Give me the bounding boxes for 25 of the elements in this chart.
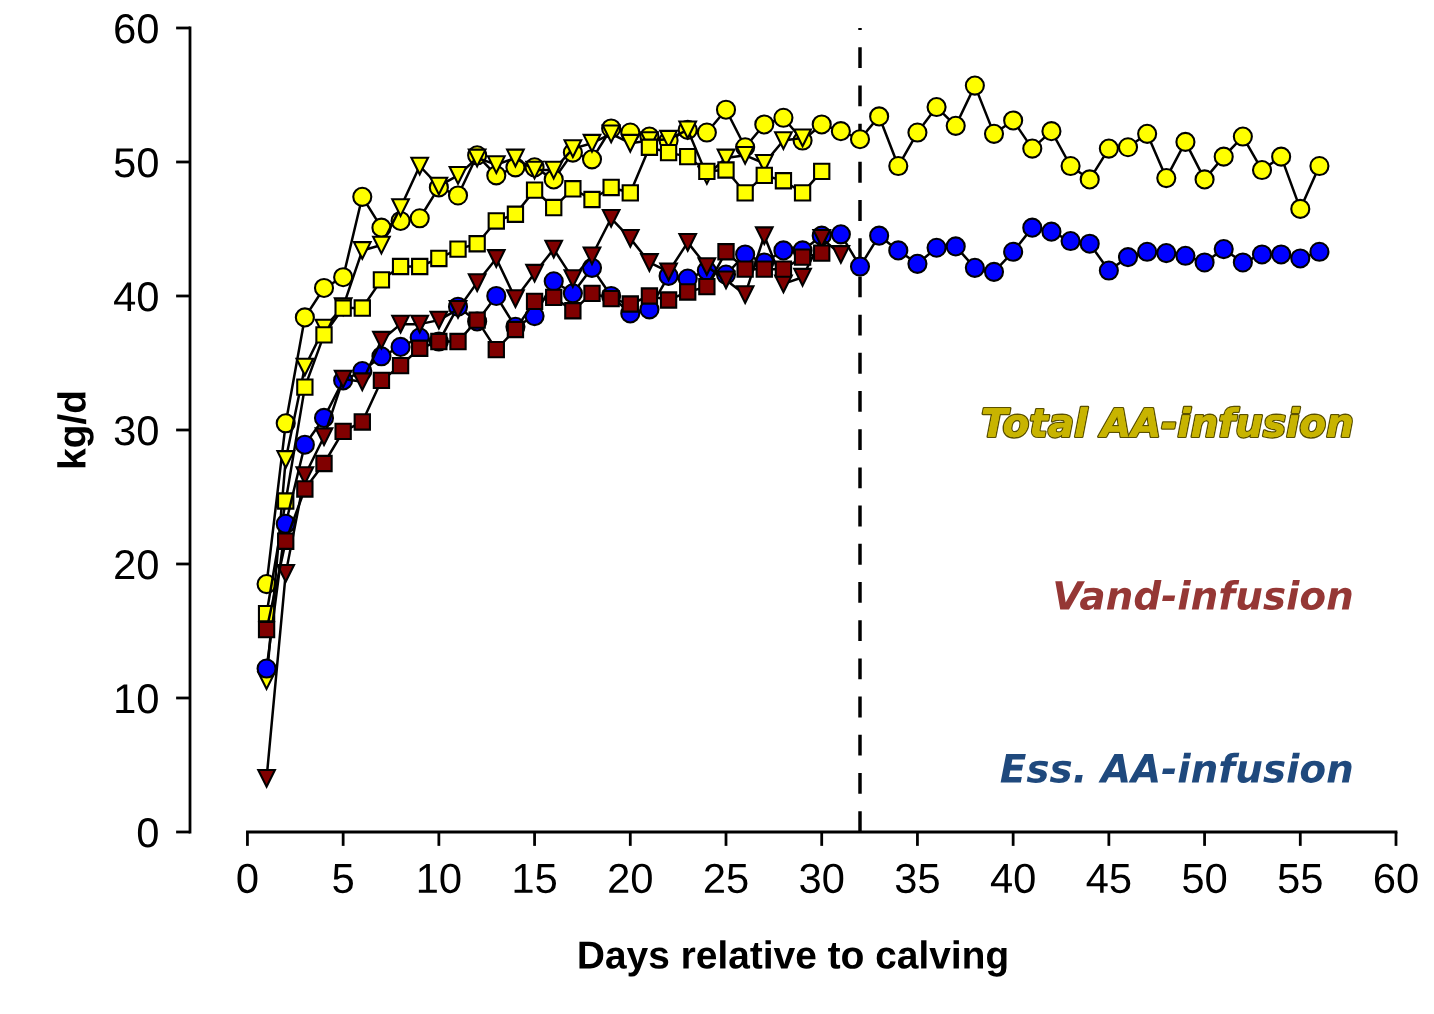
x-tick-label: 25: [704, 863, 748, 894]
y-tick-label: 40: [114, 281, 158, 312]
y-axis-title: kg/d: [57, 392, 94, 468]
x-tick-label: 10: [418, 863, 461, 894]
y-tick-label: 20: [115, 549, 158, 580]
x-tick-label: 50: [1183, 863, 1227, 894]
y-tick-label: 10: [116, 683, 158, 714]
x-tick-label: 0: [237, 863, 258, 894]
x-tick-label: 35: [895, 863, 939, 894]
annotation: Total AA-infusion: [982, 407, 1352, 438]
x-axis-title: Days relative to calving: [579, 940, 1007, 977]
x-tick-label: 60: [1374, 863, 1418, 894]
x-tick-label: 40: [990, 863, 1035, 894]
y-tick-label: 0: [137, 817, 158, 848]
x-tick-label: 15: [514, 864, 556, 894]
annotation: Vand-infusion: [1055, 580, 1352, 611]
x-tick-label: 20: [609, 863, 652, 894]
y-tick-label: 60: [115, 13, 158, 44]
annotation: Ess. AA-infusion: [1000, 752, 1352, 783]
y-tick-label: 30: [114, 415, 158, 446]
x-tick-label: 5: [333, 864, 353, 894]
x-tick-label: 30: [800, 863, 844, 894]
y-tick-label: 50: [114, 147, 158, 178]
x-tick-label: 45: [1086, 864, 1131, 894]
x-tick-label: 55: [1278, 864, 1322, 894]
